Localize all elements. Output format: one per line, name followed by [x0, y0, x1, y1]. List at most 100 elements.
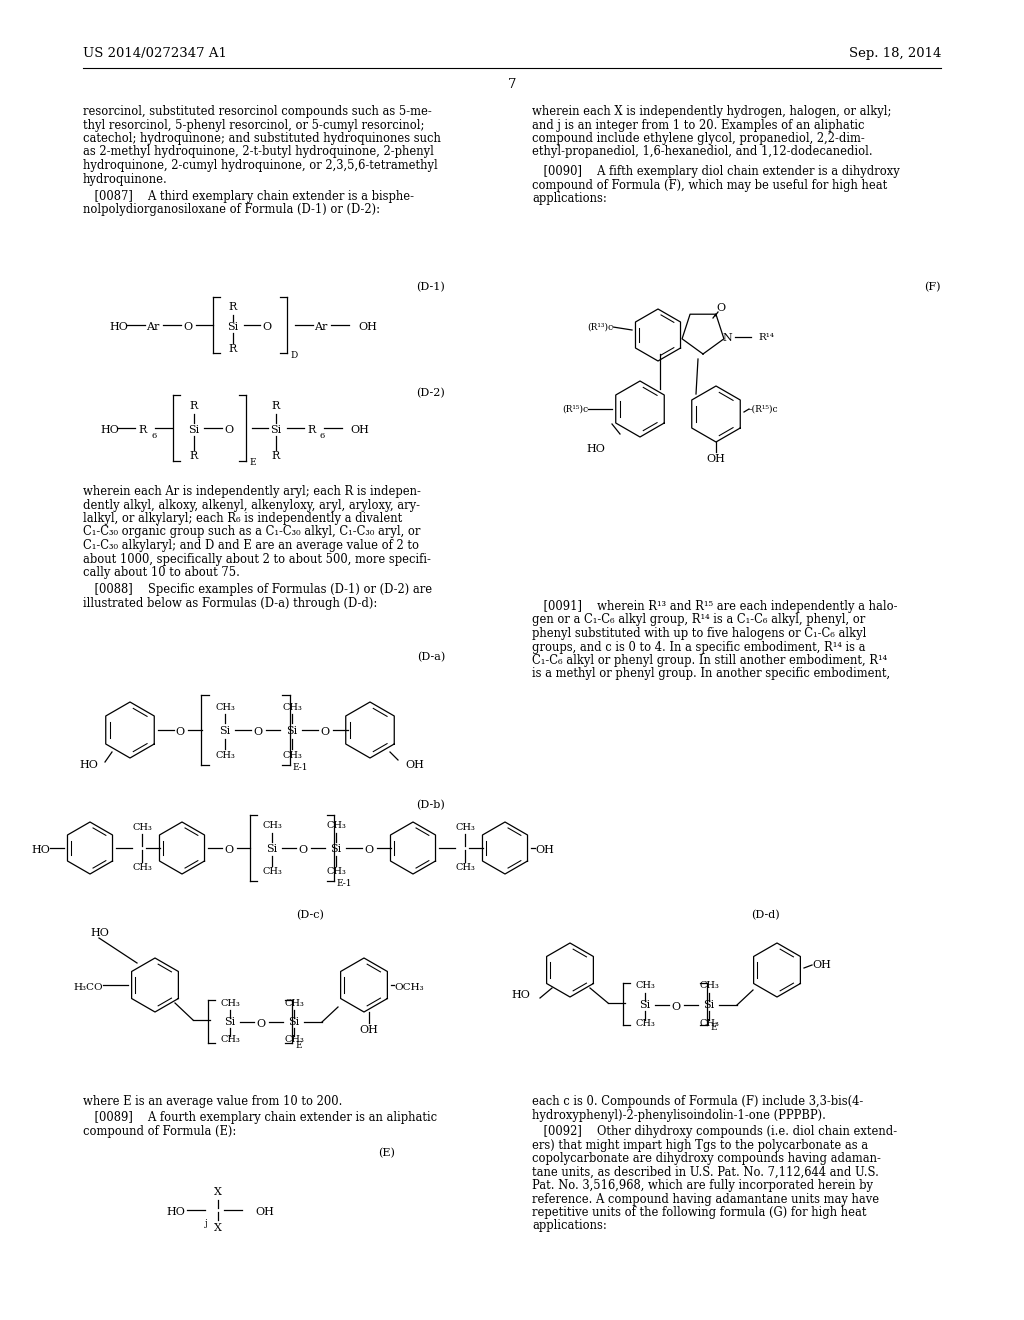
Text: R: R — [272, 451, 281, 461]
Text: R: R — [189, 401, 198, 411]
Text: E-1: E-1 — [336, 879, 351, 888]
Text: Si: Si — [219, 726, 230, 737]
Text: CH₃: CH₃ — [215, 702, 234, 711]
Text: CH₃: CH₃ — [262, 867, 282, 876]
Text: O: O — [365, 845, 374, 855]
Text: each c is 0. Compounds of Formula (F) include 3,3-bis(4-: each c is 0. Compounds of Formula (F) in… — [532, 1096, 863, 1107]
Text: tane units, as described in U.S. Pat. No. 7,112,644 and U.S.: tane units, as described in U.S. Pat. No… — [532, 1166, 879, 1179]
Text: groups, and c is 0 to 4. In a specific embodiment, R¹⁴ is a: groups, and c is 0 to 4. In a specific e… — [532, 640, 865, 653]
Text: E: E — [249, 458, 256, 467]
Text: HO: HO — [511, 990, 530, 1001]
Text: Si: Si — [224, 1016, 236, 1027]
Text: R: R — [272, 401, 281, 411]
Text: E: E — [295, 1041, 302, 1049]
Text: repetitive units of the following formula (G) for high heat: repetitive units of the following formul… — [532, 1206, 866, 1218]
Text: CH₃: CH₃ — [215, 751, 234, 759]
Text: compound of Formula (E):: compound of Formula (E): — [83, 1125, 237, 1138]
Text: dently alkyl, alkoxy, alkenyl, alkenyloxy, aryl, aryloxy, ary-: dently alkyl, alkoxy, alkenyl, alkenylox… — [83, 499, 420, 511]
Text: O: O — [717, 304, 726, 313]
Text: R: R — [229, 302, 238, 312]
Text: wherein each X is independently hydrogen, halogen, or alkyl;: wherein each X is independently hydrogen… — [532, 106, 891, 117]
Text: O: O — [672, 1002, 681, 1012]
Text: [0087]  A third exemplary chain extender is a bisphe-: [0087] A third exemplary chain extender … — [83, 190, 414, 203]
Text: [0088]  Specific examples of Formulas (D-1) or (D-2) are: [0088] Specific examples of Formulas (D-… — [83, 583, 432, 597]
Text: hydroxyphenyl)-2-phenylisoindolin-1-one (PPPBP).: hydroxyphenyl)-2-phenylisoindolin-1-one … — [532, 1109, 826, 1122]
Text: Ar: Ar — [146, 322, 160, 333]
Text: O: O — [224, 425, 233, 436]
Text: Sep. 18, 2014: Sep. 18, 2014 — [849, 48, 941, 59]
Text: OH: OH — [707, 454, 725, 465]
Text: US 2014/0272347 A1: US 2014/0272347 A1 — [83, 48, 227, 59]
Text: and j is an integer from 1 to 20. Examples of an aliphatic: and j is an integer from 1 to 20. Exampl… — [532, 119, 864, 132]
Text: hydroquinone, 2-cumyl hydroquinone, or 2,3,5,6-tetramethyl: hydroquinone, 2-cumyl hydroquinone, or 2… — [83, 158, 437, 172]
Text: Si: Si — [188, 425, 200, 436]
Text: CH₃: CH₃ — [220, 1035, 240, 1044]
Text: HO: HO — [100, 425, 119, 436]
Text: C₁-C₆ alkyl or phenyl group. In still another embodiment, R¹⁴: C₁-C₆ alkyl or phenyl group. In still an… — [532, 653, 887, 667]
Text: 6: 6 — [319, 432, 326, 440]
Text: (D-d): (D-d) — [752, 909, 780, 920]
Text: resorcinol, substituted resorcinol compounds such as 5-me-: resorcinol, substituted resorcinol compo… — [83, 106, 432, 117]
Text: 7: 7 — [508, 78, 516, 91]
Text: about 1000, specifically about 2 to about 500, more specifi-: about 1000, specifically about 2 to abou… — [83, 553, 431, 565]
Text: OH: OH — [812, 960, 830, 970]
Text: Si: Si — [289, 1016, 300, 1027]
Text: CH₃: CH₃ — [282, 751, 302, 759]
Text: CH₃: CH₃ — [326, 867, 346, 876]
Text: R: R — [139, 425, 147, 436]
Text: OH: OH — [358, 322, 377, 333]
Text: C₁-C₃₀ alkylaryl; and D and E are an average value of 2 to: C₁-C₃₀ alkylaryl; and D and E are an ave… — [83, 539, 419, 552]
Text: Si: Si — [331, 843, 342, 854]
Text: (D-a): (D-a) — [417, 652, 445, 663]
Text: O: O — [262, 322, 271, 333]
Text: –(R¹⁵)c: –(R¹⁵)c — [748, 404, 778, 413]
Text: ethyl-propanediol, 1,6-hexanediol, and 1,12-dodecanediol.: ethyl-propanediol, 1,6-hexanediol, and 1… — [532, 145, 872, 158]
Text: HO: HO — [109, 322, 128, 333]
Text: O: O — [256, 1019, 265, 1030]
Text: compound include ethylene glycol, propanediol, 2,2-dim-: compound include ethylene glycol, propan… — [532, 132, 864, 145]
Text: where E is an average value from 10 to 200.: where E is an average value from 10 to 2… — [83, 1096, 342, 1107]
Text: j: j — [205, 1220, 208, 1229]
Text: (D-c): (D-c) — [296, 909, 324, 920]
Text: ers) that might impart high Tgs to the polycarbonate as a: ers) that might impart high Tgs to the p… — [532, 1138, 868, 1151]
Text: copolycarbonate are dihydroxy compounds having adaman-: copolycarbonate are dihydroxy compounds … — [532, 1152, 881, 1166]
Text: CH₃: CH₃ — [132, 824, 152, 833]
Text: OH: OH — [406, 760, 424, 770]
Text: Si: Si — [227, 322, 239, 333]
Text: CH₃: CH₃ — [220, 998, 240, 1007]
Text: CH₃: CH₃ — [282, 702, 302, 711]
Text: H₃CO: H₃CO — [74, 982, 103, 991]
Text: (F): (F) — [925, 282, 941, 292]
Text: (R¹³)c: (R¹³)c — [587, 322, 613, 331]
Text: OCH₃: OCH₃ — [394, 982, 424, 991]
Text: reference. A compound having adamantane units may have: reference. A compound having adamantane … — [532, 1192, 880, 1205]
Text: 6: 6 — [151, 432, 157, 440]
Text: CH₃: CH₃ — [284, 1035, 304, 1044]
Text: Si: Si — [287, 726, 298, 737]
Text: CH₃: CH₃ — [699, 982, 719, 990]
Text: phenyl substituted with up to five halogens or C₁-C₆ alkyl: phenyl substituted with up to five halog… — [532, 627, 866, 640]
Text: R¹⁴: R¹⁴ — [758, 333, 774, 342]
Text: Ar: Ar — [314, 322, 328, 333]
Text: gen or a C₁-C₆ alkyl group, R¹⁴ is a C₁-C₆ alkyl, phenyl, or: gen or a C₁-C₆ alkyl group, R¹⁴ is a C₁-… — [532, 614, 865, 627]
Text: thyl resorcinol, 5-phenyl resorcinol, or 5-cumyl resorcinol;: thyl resorcinol, 5-phenyl resorcinol, or… — [83, 119, 424, 132]
Text: HO: HO — [586, 444, 605, 454]
Text: R: R — [229, 345, 238, 354]
Text: nolpolydiorganosiloxane of Formula (D-1) or (D-2):: nolpolydiorganosiloxane of Formula (D-1)… — [83, 203, 380, 216]
Text: O: O — [253, 727, 262, 737]
Text: CH₃: CH₃ — [284, 998, 304, 1007]
Text: hydroquinone.: hydroquinone. — [83, 173, 168, 186]
Text: [0089]  A fourth exemplary chain extender is an aliphatic: [0089] A fourth exemplary chain extender… — [83, 1111, 437, 1125]
Text: E: E — [710, 1023, 717, 1032]
Text: lalkyl, or alkylaryl; each R₆ is independently a divalent: lalkyl, or alkylaryl; each R₆ is indepen… — [83, 512, 402, 525]
Text: cally about 10 to about 75.: cally about 10 to about 75. — [83, 566, 240, 579]
Text: CH₃: CH₃ — [635, 982, 655, 990]
Text: CH₃: CH₃ — [455, 863, 475, 873]
Text: [0091]  wherein R¹³ and R¹⁵ are each independently a halo-: [0091] wherein R¹³ and R¹⁵ are each inde… — [532, 601, 897, 612]
Text: (E): (E) — [378, 1148, 395, 1159]
Text: Si: Si — [270, 425, 282, 436]
Text: compound of Formula (F), which may be useful for high heat: compound of Formula (F), which may be us… — [532, 178, 887, 191]
Text: O: O — [183, 322, 193, 333]
Text: N: N — [722, 333, 732, 343]
Text: OH: OH — [350, 425, 369, 436]
